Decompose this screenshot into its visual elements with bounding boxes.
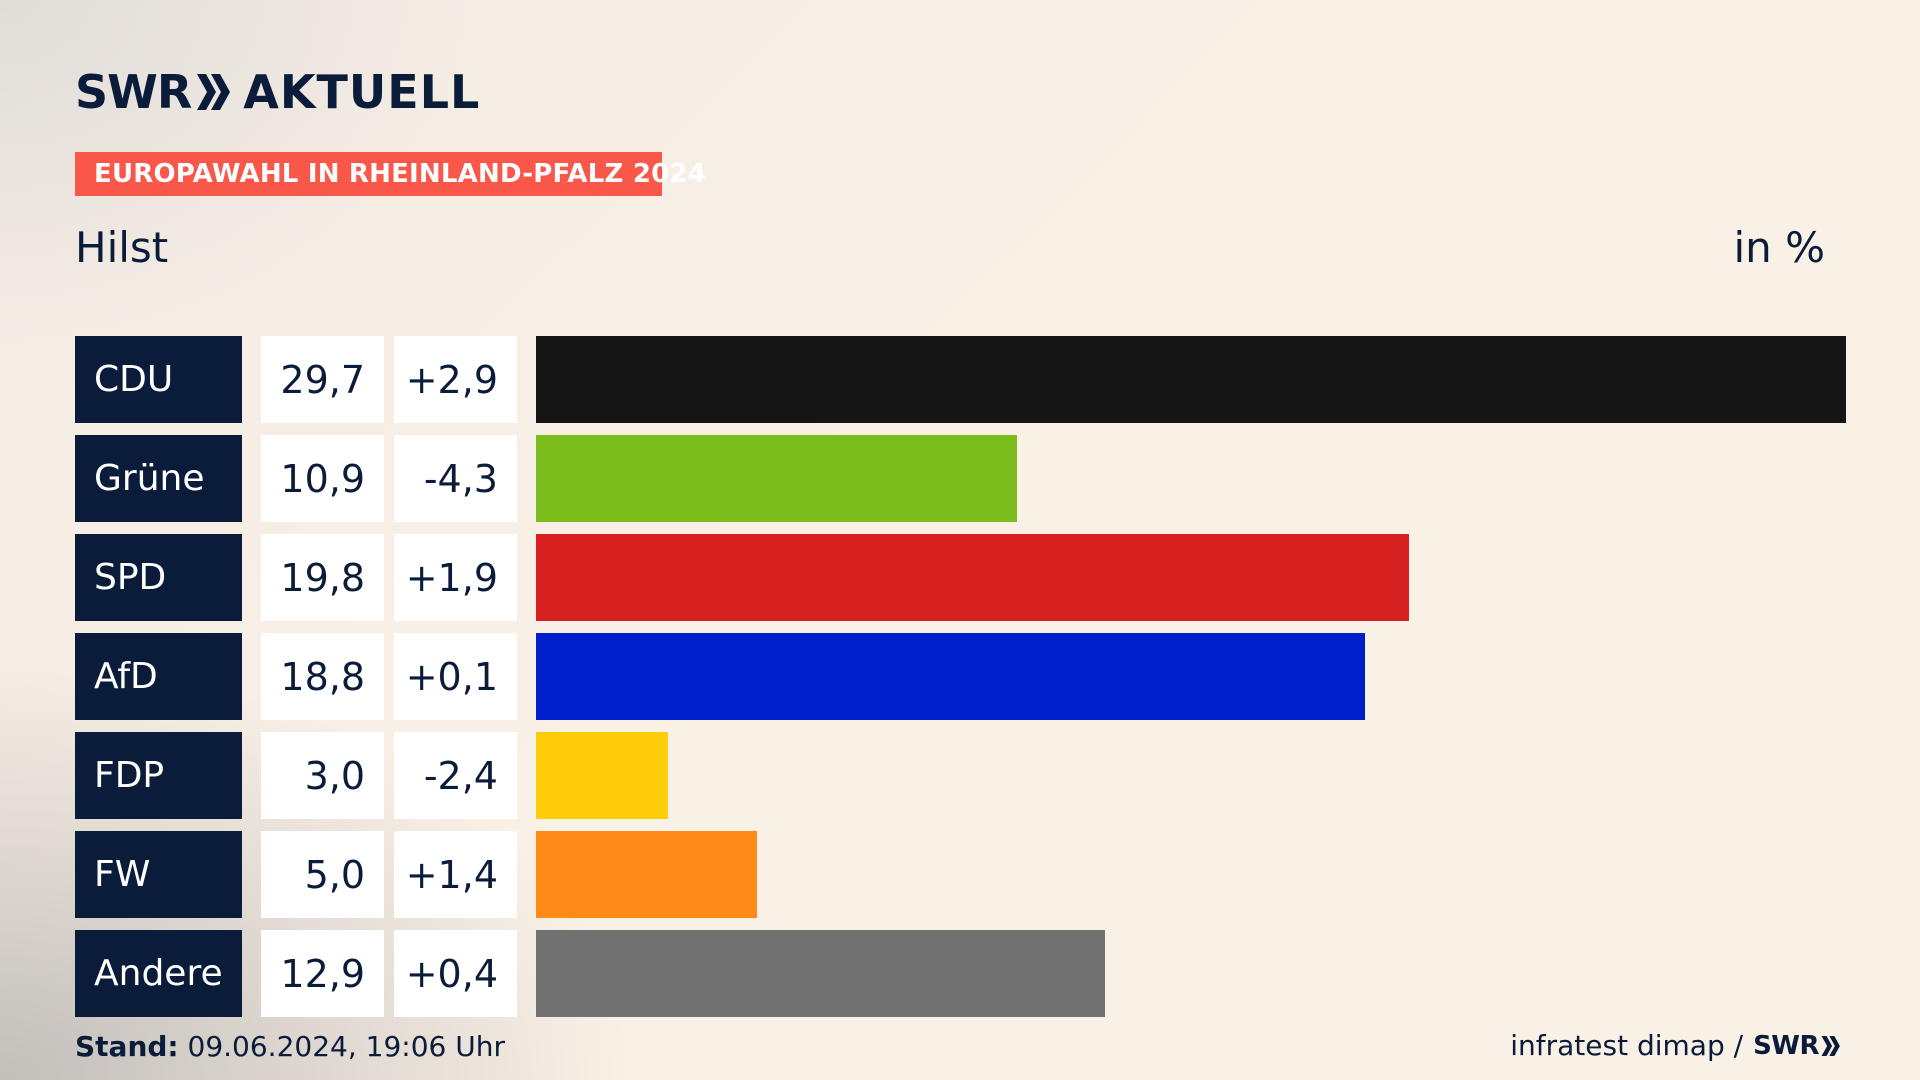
result-row: Andere 12,9 +0,4 [75, 930, 1846, 1017]
value-label: 19,8 [261, 534, 384, 621]
bar-track [536, 930, 1846, 1017]
change-label: +0,4 [394, 930, 517, 1017]
party-label: FDP [75, 732, 242, 819]
party-label: Andere [75, 930, 242, 1017]
change-label: +1,9 [394, 534, 517, 621]
value-label: 3,0 [261, 732, 384, 819]
source-text: infratest dimap / [1510, 1029, 1744, 1062]
result-bar [536, 336, 1846, 423]
chart-subtitle: Hilst [75, 223, 169, 272]
result-bar [536, 732, 669, 819]
double-chevron-icon [1821, 1035, 1840, 1056]
change-label: +2,9 [394, 336, 517, 423]
result-row: FDP 3,0 -2,4 [75, 732, 1846, 819]
value-label: 18,8 [261, 633, 384, 720]
change-label: -4,3 [394, 435, 517, 522]
change-label: +1,4 [394, 831, 517, 918]
party-label: AfD [75, 633, 242, 720]
result-bar [536, 831, 757, 918]
swr-logo-text: SWR [75, 65, 192, 119]
value-label: 10,9 [261, 435, 384, 522]
value-label: 5,0 [261, 831, 384, 918]
bar-track [536, 633, 1846, 720]
result-row: AfD 18,8 +0,1 [75, 633, 1846, 720]
party-label: CDU [75, 336, 242, 423]
timestamp: Stand: 09.06.2024, 19:06 Uhr [75, 1030, 505, 1063]
value-label: 12,9 [261, 930, 384, 1017]
result-bar [536, 435, 1017, 522]
result-row: SPD 19,8 +1,9 [75, 534, 1846, 621]
result-row: Grüne 10,9 -4,3 [75, 435, 1846, 522]
result-row: CDU 29,7 +2,9 [75, 336, 1846, 423]
bar-track [536, 732, 1846, 819]
stand-value: 09.06.2024, 19:06 Uhr [178, 1030, 505, 1063]
result-row: FW 5,0 +1,4 [75, 831, 1846, 918]
bar-track [536, 534, 1846, 621]
double-chevron-icon [197, 74, 231, 110]
bar-track [536, 336, 1846, 423]
election-banner: EUROPAWAHL IN RHEINLAND-PFALZ 2024 [75, 152, 706, 196]
swr-aktuell-logo: SWR AKTUELL [75, 62, 480, 122]
change-label: -2,4 [394, 732, 517, 819]
result-bar [536, 633, 1366, 720]
party-label: Grüne [75, 435, 242, 522]
unit-label: in % [1733, 223, 1825, 272]
bar-track [536, 831, 1846, 918]
aktuell-logo-text: AKTUELL [243, 65, 481, 119]
source-credit: infratest dimap / SWR [1510, 1029, 1841, 1062]
value-label: 29,7 [261, 336, 384, 423]
bar-track [536, 435, 1846, 522]
party-label: FW [75, 831, 242, 918]
result-bar [536, 930, 1105, 1017]
stand-label: Stand: [75, 1030, 179, 1063]
change-label: +0,1 [394, 633, 517, 720]
result-bar [536, 534, 1410, 621]
source-brand: SWR [1753, 1030, 1819, 1061]
party-label: SPD [75, 534, 242, 621]
